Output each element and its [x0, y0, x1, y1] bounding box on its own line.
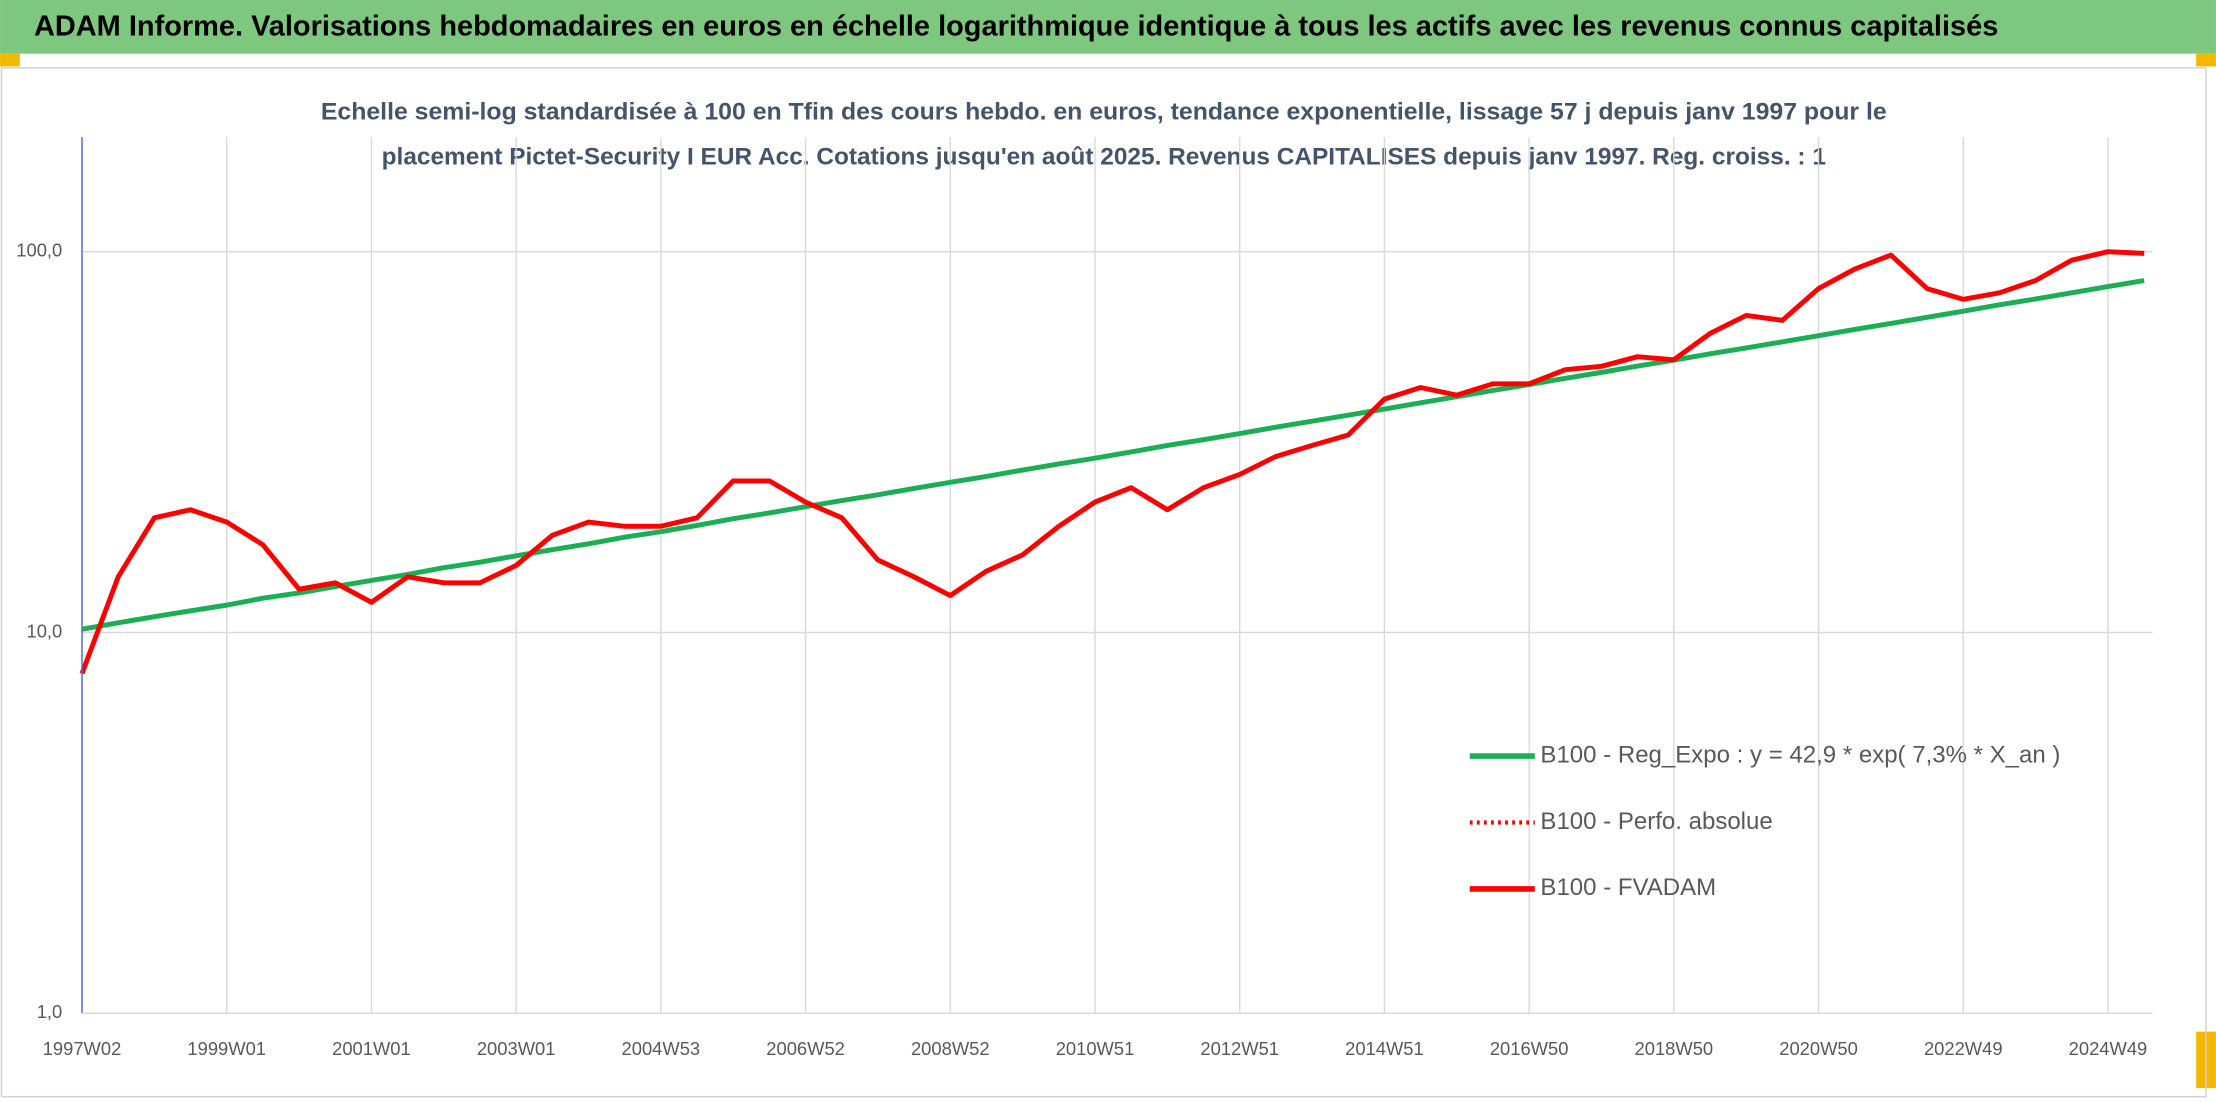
legend-label: B100 - FVADAM — [1540, 874, 1716, 901]
x-tick-label: 1997W02 — [43, 1038, 122, 1059]
axes: 1,0 10,0 100,0 1997W02 1999W01 2001W01 2003W01… — [16, 137, 2153, 1059]
legend-label: B100 - Perfo. absolue — [1540, 808, 1772, 835]
x-tick-label: 2010W51 — [1056, 1038, 1135, 1059]
x-tick-label: 2001W01 — [332, 1038, 411, 1059]
x-tick-label: 2003W01 — [477, 1038, 556, 1059]
x-tick-label: 2020W50 — [1779, 1038, 1858, 1059]
x-tick-label: 2024W49 — [2069, 1038, 2148, 1059]
chart-subtitle: Echelle semi-log standardisée à 100 en T… — [321, 98, 1887, 125]
chart-title: ADAM Informe. Valorisations hebdomadaire… — [34, 10, 1998, 42]
plot-lines — [79, 249, 2145, 675]
x-tick-label: 2016W50 — [1490, 1038, 1569, 1059]
series-line — [79, 249, 2145, 675]
chart-frame — [0, 67, 2207, 1098]
legend: B100 - Reg_Expo : y = 42,9 * exp( 7,3% *… — [1469, 741, 2060, 901]
x-tick-label: 2012W51 — [1200, 1038, 1279, 1059]
y-tick-label: 1,0 — [37, 1001, 63, 1022]
x-tick-label: 2022W49 — [1924, 1038, 2003, 1059]
x-tick-label: 1999W01 — [187, 1038, 266, 1059]
x-tick-label: 2018W50 — [1635, 1038, 1714, 1059]
corner-mark — [2196, 53, 2216, 67]
series-line — [81, 278, 2145, 632]
chart-subtitle: placement Pictet-Security I EUR Acc. Cot… — [382, 144, 1826, 171]
y-tick-label: 100,0 — [16, 240, 62, 261]
legend-label: B100 - Reg_Expo : y = 42,9 * exp( 7,3% *… — [1540, 741, 2060, 768]
y-tick-label: 10,0 — [27, 620, 63, 641]
x-tick-label: 2014W51 — [1345, 1038, 1424, 1059]
corner-mark — [0, 53, 20, 67]
x-tick-label: 2004W53 — [622, 1038, 701, 1059]
x-tick-label: 2008W52 — [911, 1038, 990, 1059]
title-banner — [0, 0, 2216, 54]
x-tick-label: 2006W52 — [766, 1038, 845, 1059]
